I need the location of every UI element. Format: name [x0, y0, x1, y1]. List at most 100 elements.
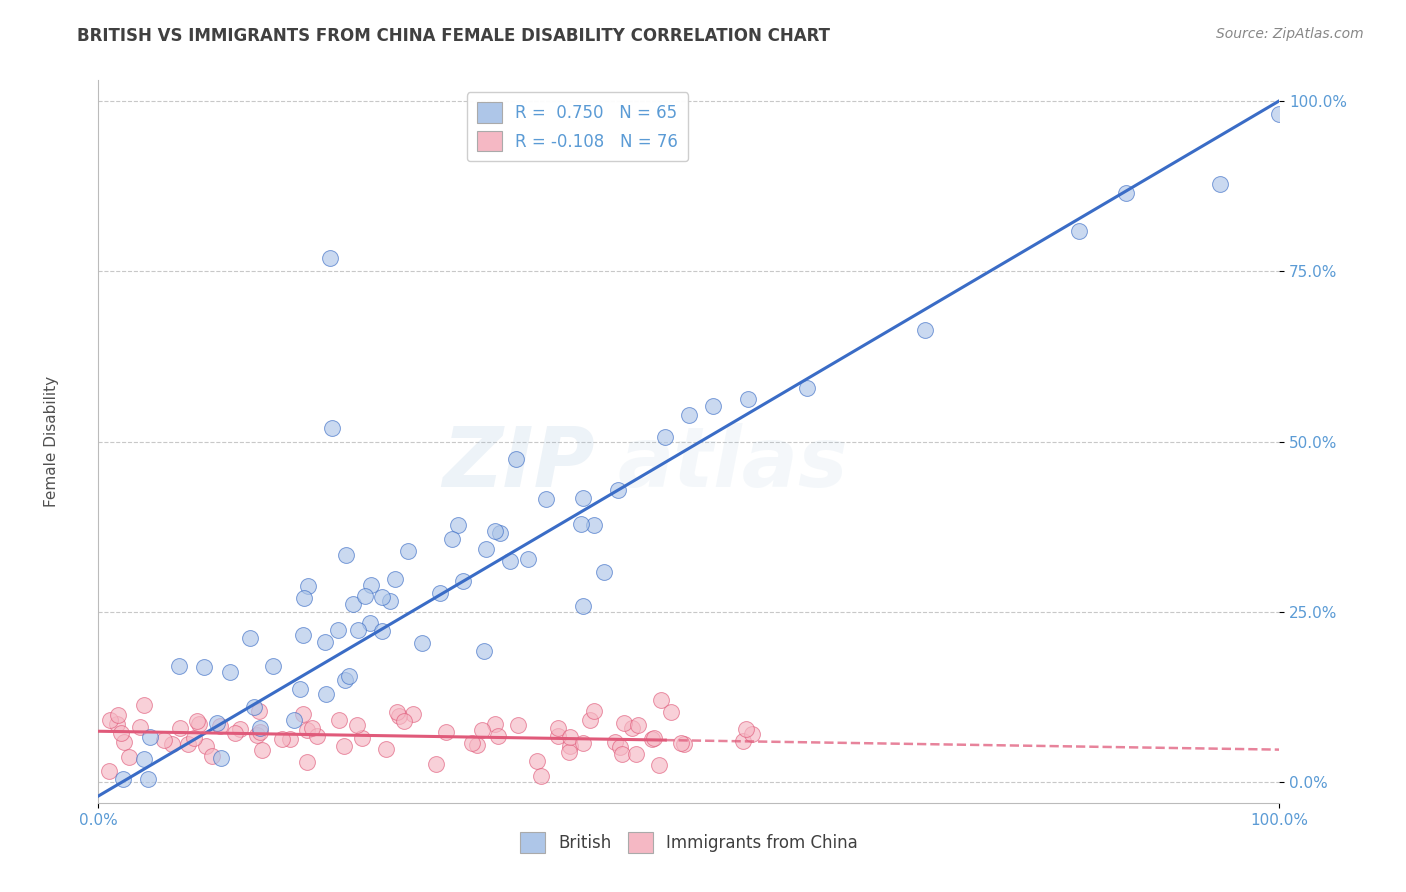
Point: [384, 572, 406, 586]
Point: [583, 517, 606, 532]
Point: [394, 714, 416, 728]
Point: [425, 757, 447, 772]
Point: [593, 566, 616, 580]
Point: [249, 722, 271, 736]
Point: [385, 705, 408, 719]
Point: [224, 725, 246, 739]
Point: [371, 591, 394, 605]
Text: BRITISH VS IMMIGRANTS FROM CHINA FEMALE DISABILITY CORRELATION CHART: BRITISH VS IMMIGRANTS FROM CHINA FEMALE …: [77, 27, 831, 45]
Point: [733, 733, 755, 747]
Point: [654, 430, 676, 444]
Point: [195, 739, 218, 753]
Point: [547, 729, 569, 743]
Point: [447, 518, 470, 533]
Point: [112, 772, 135, 786]
Point: [229, 723, 252, 737]
Point: [321, 421, 343, 435]
Point: [558, 745, 581, 759]
Point: [671, 736, 693, 750]
Point: [319, 251, 342, 265]
Point: [315, 687, 337, 701]
Point: [205, 715, 228, 730]
Point: [661, 705, 683, 719]
Point: [572, 736, 595, 750]
Point: [650, 693, 672, 707]
Point: [534, 491, 557, 506]
Point: [434, 724, 457, 739]
Point: [354, 589, 377, 603]
Point: [579, 714, 602, 728]
Point: [429, 585, 451, 599]
Point: [484, 717, 506, 731]
Point: [337, 669, 360, 683]
Point: [1067, 225, 1090, 239]
Point: [571, 599, 593, 614]
Point: [627, 718, 650, 732]
Point: [702, 399, 724, 413]
Point: [572, 491, 595, 505]
Point: [1115, 186, 1137, 201]
Point: [242, 699, 264, 714]
Point: [328, 713, 350, 727]
Point: [582, 704, 605, 718]
Point: [607, 483, 630, 497]
Text: Female Disability: Female Disability: [44, 376, 59, 508]
Point: [292, 591, 315, 606]
Point: [239, 631, 262, 645]
Point: [796, 381, 818, 395]
Point: [160, 737, 183, 751]
Point: [110, 725, 132, 739]
Point: [314, 635, 336, 649]
Point: [402, 706, 425, 721]
Point: [460, 736, 482, 750]
Point: [360, 578, 382, 592]
Point: [193, 660, 215, 674]
Point: [183, 731, 205, 746]
Point: [326, 624, 349, 638]
Point: [209, 719, 232, 733]
Text: ZIP: ZIP: [441, 423, 595, 504]
Point: [621, 721, 644, 735]
Point: [411, 635, 433, 649]
Point: [342, 597, 364, 611]
Text: Source: ZipAtlas.com: Source: ZipAtlas.com: [1216, 27, 1364, 41]
Point: [271, 732, 294, 747]
Legend: British, Immigrants from China: British, Immigrants from China: [513, 826, 865, 860]
Point: [388, 709, 411, 723]
Point: [605, 735, 627, 749]
Point: [643, 731, 665, 745]
Point: [252, 743, 274, 757]
Point: [486, 729, 509, 743]
Point: [335, 548, 357, 562]
Point: [741, 727, 763, 741]
Point: [440, 532, 463, 546]
Point: [346, 718, 368, 732]
Point: [1268, 107, 1291, 121]
Point: [219, 665, 242, 679]
Point: [735, 723, 758, 737]
Point: [98, 713, 121, 727]
Point: [249, 725, 271, 739]
Point: [107, 708, 129, 723]
Point: [560, 730, 582, 744]
Point: [569, 517, 592, 532]
Point: [246, 728, 269, 742]
Point: [489, 526, 512, 541]
Point: [526, 754, 548, 768]
Point: [292, 707, 315, 722]
Point: [201, 749, 224, 764]
Point: [475, 541, 498, 556]
Point: [283, 713, 305, 727]
Point: [516, 552, 538, 566]
Point: [648, 757, 671, 772]
Point: [118, 749, 141, 764]
Point: [295, 755, 318, 769]
Point: [547, 722, 569, 736]
Point: [350, 731, 373, 746]
Point: [505, 452, 527, 467]
Point: [169, 659, 191, 673]
Point: [914, 323, 936, 337]
Point: [134, 752, 156, 766]
Point: [333, 739, 356, 754]
Point: [678, 408, 700, 422]
